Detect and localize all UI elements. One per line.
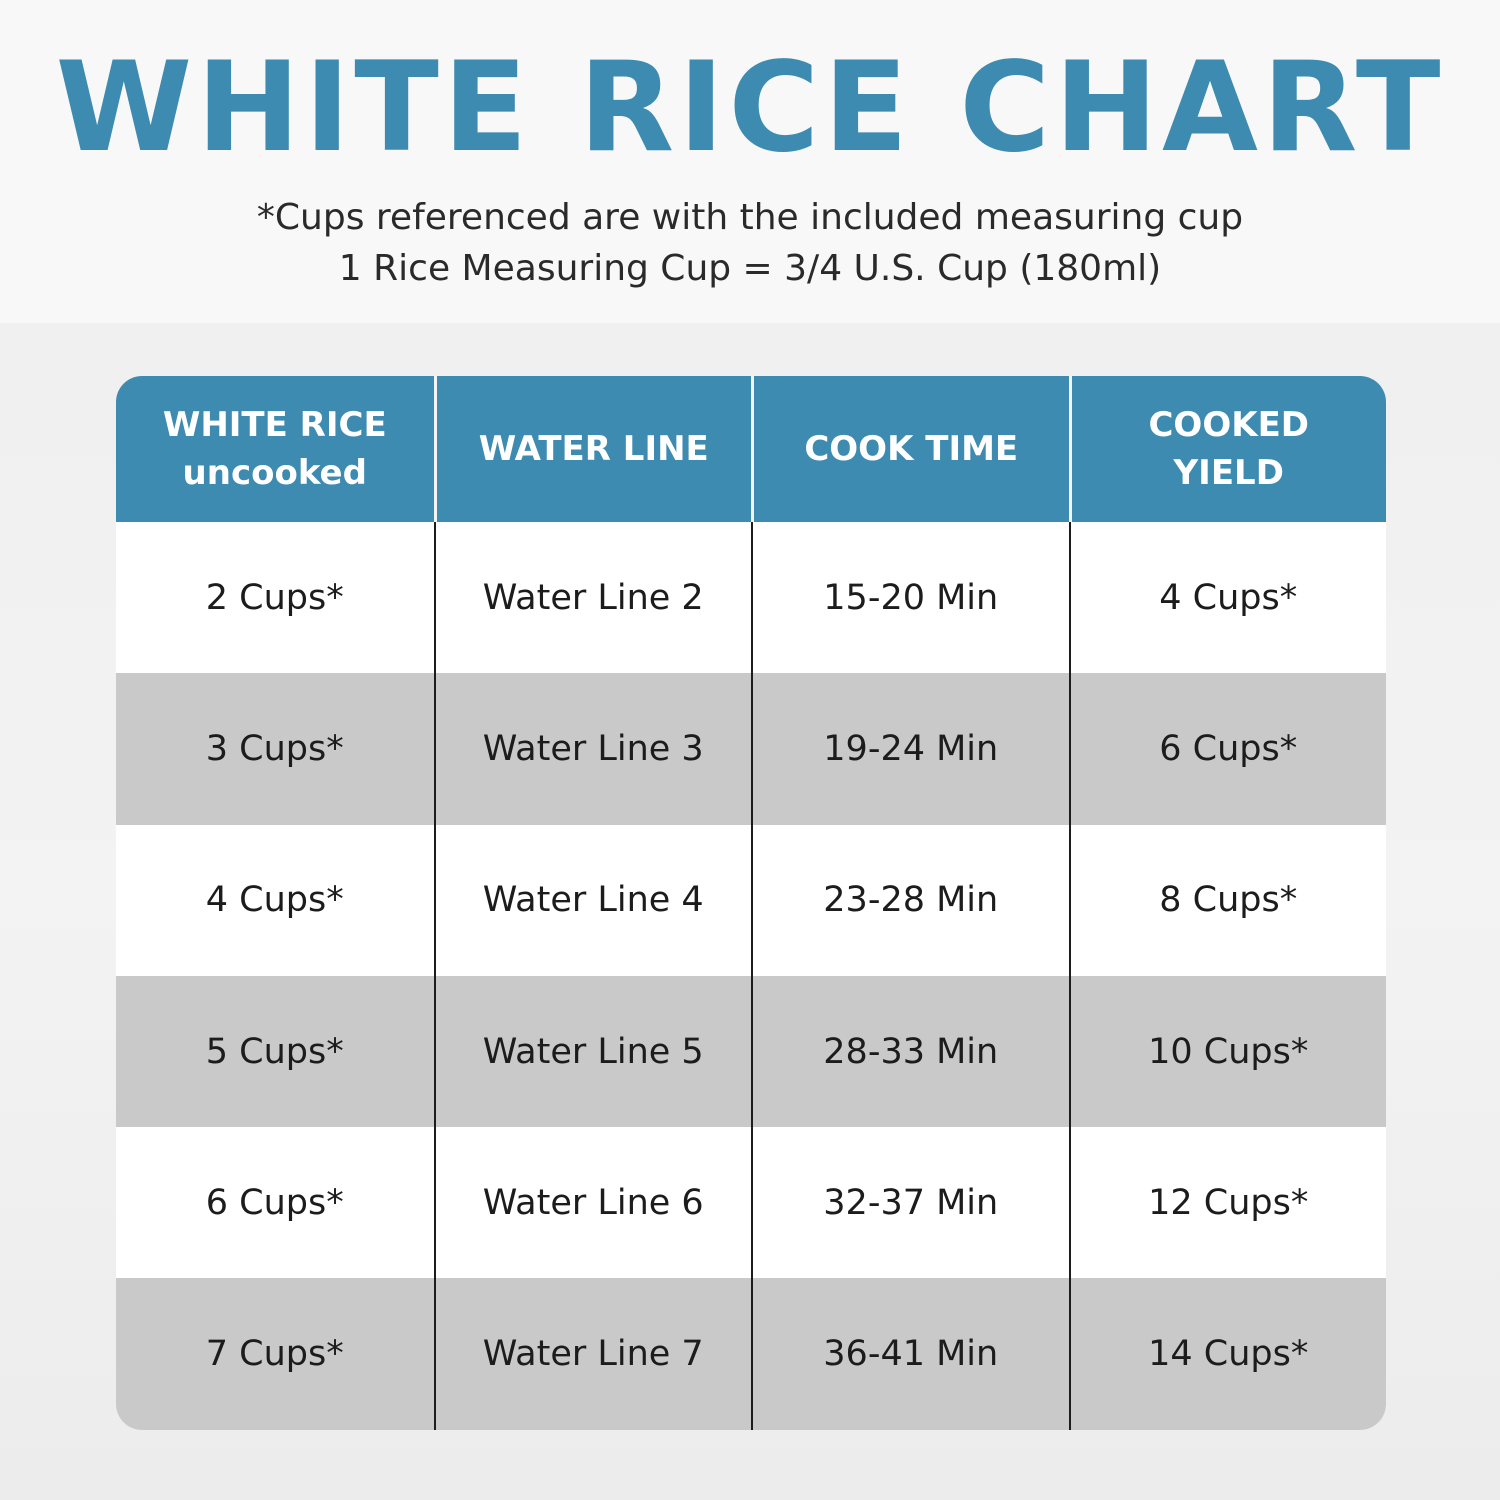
rice-cell: 3 Cups* — [205, 728, 344, 769]
rice-cell: 5 Cups* — [205, 1031, 344, 1072]
header-band — [0, 0, 1500, 323]
note-measuring-cup: *Cups referenced are with the included m… — [256, 197, 1244, 238]
rice-cell: 2 Cups* — [205, 577, 344, 618]
yield-cell: 4 Cups* — [1068, 522, 1387, 674]
water-line-cell: Water Line 6 — [433, 1127, 752, 1279]
rice-chart-table: WHITE RICE uncooked WATER LINE COOK TIME… — [116, 376, 1386, 1430]
cook-time-cell: 36-41 Min — [751, 1278, 1069, 1430]
header-cooked-yield: COOKED YIELD — [1068, 376, 1387, 522]
table-row: 7 Cups* Water Line 7 36-41 Min 14 Cups* — [116, 1278, 1387, 1430]
yield-cell: 12 Cups* — [1068, 1127, 1387, 1279]
water-line-cell: Water Line 3 — [433, 673, 752, 825]
water-line-cell: Water Line 4 — [433, 824, 752, 976]
rice-cell: 6 Cups* — [205, 1182, 344, 1223]
yield-cell: 6 Cups* — [1068, 673, 1387, 825]
rice-cell: 4 Cups* — [205, 880, 344, 921]
note-conversion: 1 Rice Measuring Cup = 3/4 U.S. Cup (180… — [338, 248, 1162, 289]
page-title: WHITE RICE CHART — [55, 36, 1445, 180]
table-row: 4 Cups* Water Line 4 23-28 Min 8 Cups* — [116, 824, 1387, 976]
header-rice-uncooked: WHITE RICE uncooked — [162, 405, 387, 493]
table-header-row: WHITE RICE uncooked WATER LINE COOK TIME… — [116, 376, 1386, 522]
cook-time-cell: 19-24 Min — [751, 673, 1069, 825]
table-row: 3 Cups* Water Line 3 19-24 Min 6 Cups* — [116, 673, 1387, 825]
table-row: 5 Cups* Water Line 5 28-33 Min 10 Cups* — [116, 975, 1387, 1128]
water-line-cell: Water Line 2 — [433, 522, 752, 674]
yield-cell: 14 Cups* — [1068, 1278, 1387, 1430]
water-line-cell: Water Line 5 — [433, 975, 752, 1128]
water-line-cell: Water Line 7 — [433, 1278, 752, 1430]
yield-cell: 8 Cups* — [1068, 824, 1387, 976]
table-row: 6 Cups* Water Line 6 32-37 Min 12 Cups* — [116, 1127, 1387, 1279]
header-water-line: WATER LINE — [433, 376, 752, 522]
yield-cell: 10 Cups* — [1068, 975, 1387, 1128]
cook-time-cell: 28-33 Min — [751, 975, 1069, 1128]
table-row: 2 Cups* Water Line 2 15-20 Min 4 Cups* — [116, 522, 1387, 674]
cook-time-cell: 23-28 Min — [751, 824, 1069, 976]
rice-cell: 7 Cups* — [205, 1334, 344, 1375]
header-cook-time: COOK TIME — [751, 376, 1069, 522]
cook-time-cell: 15-20 Min — [751, 522, 1069, 674]
cook-time-cell: 32-37 Min — [751, 1127, 1069, 1279]
